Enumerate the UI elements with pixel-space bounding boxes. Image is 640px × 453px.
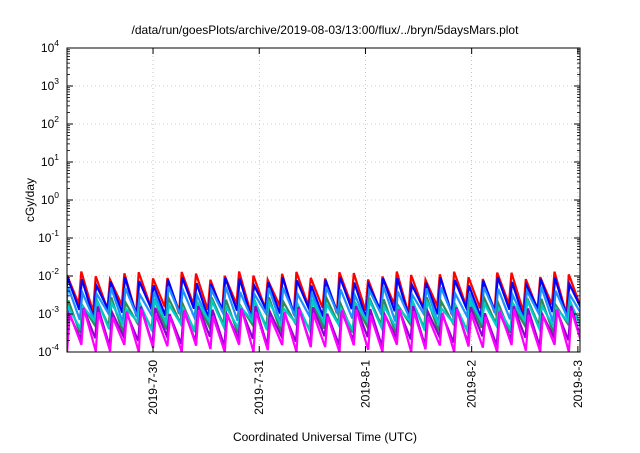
y-tick-label: 100 — [41, 190, 59, 207]
y-tick-label: 103 — [41, 76, 59, 93]
y-tick-label: 10-4 — [38, 342, 59, 359]
x-tick-label: 2019-7-31 — [252, 360, 266, 415]
y-tick-label: 10-2 — [38, 266, 59, 283]
chart-title: /data/run/goesPlots/archive/2019-08-03/1… — [132, 23, 520, 37]
axes: 10-4 10-3 10-2 10-1 100 101 102 103 104 2019-7-30… — [38, 38, 585, 415]
series-line-7 — [67, 308, 580, 352]
series-group — [67, 271, 580, 352]
y-axis-label: cGy/day — [23, 178, 37, 222]
x-tick-label: 2019-8-2 — [465, 360, 479, 408]
x-axis-label: Coordinated Universal Time (UTC) — [233, 430, 417, 444]
y-tick-label: 101 — [41, 152, 59, 169]
y-tick-label: 10-1 — [38, 228, 59, 245]
y-tick-label: 104 — [41, 38, 59, 55]
x-tick-label: 2019-8-3 — [571, 360, 585, 408]
y-tick-label: 10-3 — [38, 304, 59, 321]
x-tick-label: 2019-7-30 — [146, 360, 160, 415]
x-tick-label: 2019-8-1 — [358, 360, 372, 408]
y-tick-label: 102 — [41, 114, 59, 131]
